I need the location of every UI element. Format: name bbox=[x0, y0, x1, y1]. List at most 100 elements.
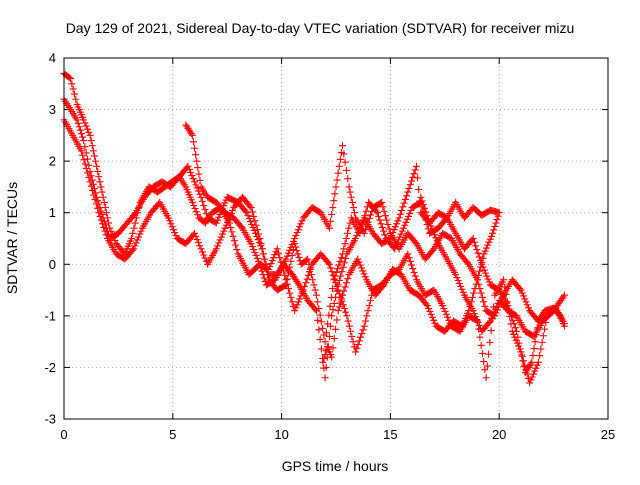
data-point bbox=[471, 285, 479, 293]
data-point bbox=[484, 241, 492, 249]
data-point bbox=[342, 279, 350, 287]
data-point bbox=[560, 291, 568, 299]
data-point bbox=[350, 209, 358, 217]
data-point bbox=[184, 162, 192, 170]
data-point bbox=[537, 345, 545, 353]
data-point bbox=[334, 265, 342, 273]
data-point bbox=[487, 327, 495, 335]
data-point bbox=[405, 184, 413, 192]
data-point bbox=[457, 282, 465, 290]
data-point bbox=[256, 235, 264, 242]
data-point bbox=[171, 229, 179, 237]
data-point bbox=[131, 219, 139, 227]
data-point bbox=[459, 288, 467, 296]
data-point bbox=[354, 229, 362, 237]
data-point bbox=[472, 313, 480, 321]
data-point bbox=[77, 147, 85, 155]
data-point bbox=[198, 197, 206, 205]
data-point bbox=[200, 201, 208, 209]
data-point bbox=[252, 251, 260, 259]
data-point bbox=[246, 202, 254, 210]
data-point bbox=[340, 287, 348, 295]
data-point bbox=[469, 235, 477, 242]
data-point bbox=[301, 282, 309, 290]
data-point bbox=[400, 199, 408, 207]
data-point bbox=[344, 229, 352, 237]
data-point bbox=[417, 193, 425, 201]
data-point bbox=[187, 168, 195, 176]
data-point bbox=[440, 304, 448, 312]
data-point bbox=[512, 336, 520, 344]
data-point bbox=[339, 142, 347, 150]
data-point bbox=[342, 254, 350, 262]
data-point bbox=[359, 267, 367, 275]
data-point bbox=[325, 224, 333, 232]
data-point bbox=[250, 246, 258, 254]
data-point bbox=[414, 174, 422, 182]
data-point bbox=[132, 239, 140, 247]
data-point bbox=[354, 341, 362, 349]
data-point bbox=[396, 233, 404, 241]
data-point bbox=[297, 220, 305, 228]
data-point bbox=[360, 229, 368, 237]
data-point bbox=[405, 254, 413, 262]
data-point bbox=[328, 353, 336, 361]
data-point bbox=[403, 192, 411, 200]
data-point bbox=[288, 251, 296, 259]
data-point bbox=[328, 312, 336, 320]
data-point bbox=[102, 231, 110, 239]
data-point bbox=[271, 251, 279, 259]
data-point bbox=[523, 370, 531, 378]
data-point bbox=[169, 226, 177, 234]
data-point bbox=[485, 278, 493, 286]
data-point bbox=[222, 221, 230, 229]
x-axis-label: GPS time / hours bbox=[282, 458, 389, 474]
data-point bbox=[90, 152, 98, 160]
data-point bbox=[93, 162, 101, 170]
data-point bbox=[224, 218, 232, 226]
data-point bbox=[296, 223, 304, 231]
data-point bbox=[89, 147, 97, 155]
data-point bbox=[197, 193, 205, 201]
data-point bbox=[188, 198, 196, 206]
data-point bbox=[191, 144, 199, 152]
data-point bbox=[92, 157, 100, 165]
data-point bbox=[454, 276, 462, 284]
data-point bbox=[198, 248, 206, 256]
data-point bbox=[97, 183, 105, 191]
data-point bbox=[404, 212, 412, 220]
data-point bbox=[131, 210, 139, 218]
data-point bbox=[485, 350, 493, 358]
data-point bbox=[361, 273, 369, 281]
data-point bbox=[397, 230, 405, 238]
data-point bbox=[137, 227, 145, 235]
data-point bbox=[426, 219, 434, 227]
data-point bbox=[384, 221, 392, 229]
data-point bbox=[470, 238, 478, 246]
data-point bbox=[258, 267, 266, 275]
data-point bbox=[287, 243, 295, 251]
data-point bbox=[283, 280, 291, 288]
data-point bbox=[81, 119, 89, 127]
data-point bbox=[380, 227, 388, 235]
data-point bbox=[215, 239, 223, 247]
data-point bbox=[194, 211, 202, 219]
data-point bbox=[411, 272, 419, 280]
data-point bbox=[327, 217, 335, 225]
data-point bbox=[348, 198, 356, 206]
data-point bbox=[353, 344, 361, 352]
data-point bbox=[402, 218, 410, 226]
data-point bbox=[381, 231, 389, 239]
data-point bbox=[360, 270, 368, 278]
data-point bbox=[192, 208, 200, 216]
data-point bbox=[195, 170, 203, 178]
series-track-5 bbox=[319, 193, 503, 366]
data-point bbox=[473, 317, 481, 325]
data-point bbox=[97, 216, 105, 224]
data-point bbox=[247, 204, 255, 212]
data-point bbox=[442, 310, 450, 318]
data-point bbox=[214, 242, 222, 250]
data-point bbox=[91, 195, 99, 203]
data-point bbox=[347, 193, 355, 201]
